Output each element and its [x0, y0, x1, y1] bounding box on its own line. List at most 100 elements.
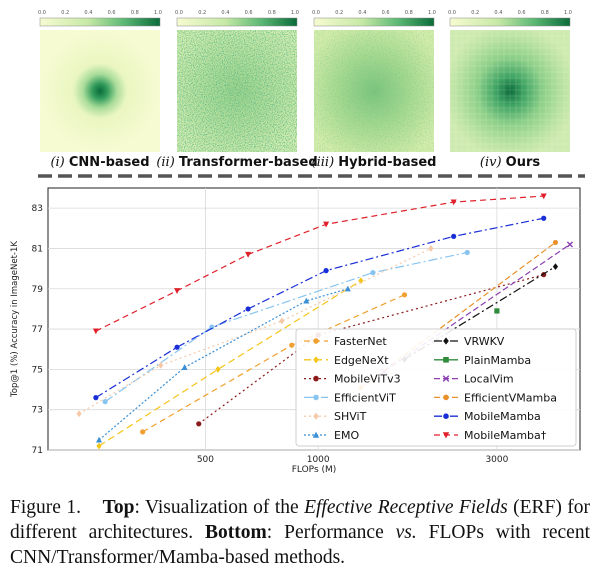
- caption-bottom-text-2: FLOPs with recent CNN/Transformer/Mamba-…: [10, 522, 590, 568]
- caption-top-text-1: : Visualization of the: [134, 497, 305, 518]
- colorbar-tick-label: 0.2: [61, 10, 69, 16]
- data-point: [102, 399, 108, 405]
- data-point: [303, 297, 310, 304]
- legend-item: EdgeNeXt: [304, 354, 389, 367]
- series-line: [78, 247, 432, 415]
- data-point: [540, 193, 547, 200]
- data-point: [313, 356, 319, 364]
- y-tick-label: 71: [32, 446, 43, 456]
- data-point: [174, 288, 181, 294]
- caption-figure-label: Figure 1.: [10, 497, 81, 518]
- data-point: [93, 395, 99, 401]
- data-point: [96, 442, 102, 450]
- data-point: [289, 342, 295, 348]
- series-line: [104, 251, 468, 403]
- legend-item: MobileViTv3: [304, 373, 401, 386]
- colorbar: [449, 17, 571, 27]
- colorbar-tick-label: 1.0: [291, 10, 299, 16]
- data-point: [323, 221, 330, 228]
- data-point: [442, 375, 450, 382]
- erf-panel-label: (ii) Transformer-based: [156, 155, 317, 170]
- series-line: [98, 280, 362, 447]
- data-point: [92, 328, 99, 335]
- series-line: [95, 217, 544, 399]
- data-point: [215, 365, 221, 373]
- colorbar-tick-label: 0.2: [471, 10, 479, 16]
- colorbar-tick-label: 0.0: [38, 10, 46, 16]
- colorbar-tick-label: 0.4: [494, 10, 502, 16]
- data-point: [344, 285, 351, 292]
- erf-grid-texture: [450, 30, 570, 152]
- legend-label: EfficientViT: [334, 391, 396, 404]
- legend-item: MobileMamba†: [434, 429, 547, 442]
- data-point: [443, 413, 449, 420]
- legend-label: MobileMamba: [464, 410, 541, 423]
- x-tick-label: 3000: [485, 455, 508, 465]
- colorbar-tick-label: 0.6: [518, 10, 526, 16]
- legend-item: PlainMamba: [434, 354, 531, 367]
- series-edgenext: [96, 277, 364, 450]
- colorbar-tick-label: 0.4: [84, 10, 92, 16]
- data-point: [443, 337, 449, 345]
- legend-label: SHViT: [334, 410, 367, 423]
- legend-item: FasterNet: [304, 335, 387, 348]
- legend-item: EMO: [304, 429, 359, 442]
- data-point: [96, 436, 103, 443]
- legend-label: MobileMamba†: [464, 429, 547, 442]
- erf-panel-label: (iv) Ours: [480, 155, 540, 170]
- legend-item: MobileMamba: [434, 410, 541, 423]
- erf-panels: 0.0 0.2 0.4 0.6 0.8 1.0 (i) CNN-based 0.0 0.2 0.4…: [38, 10, 572, 170]
- data-point: [279, 317, 285, 325]
- data-point: [451, 233, 457, 239]
- data-point: [313, 338, 319, 344]
- data-point: [541, 215, 547, 221]
- data-point: [566, 241, 574, 248]
- caption-bottom-italic: vs.: [395, 522, 417, 543]
- series-mobilemamba-: [92, 193, 547, 335]
- data-point: [158, 361, 164, 369]
- caption-top-italic: Effective Receptive Fields: [304, 497, 508, 518]
- chart-legend: FasterNet EdgeNeXt MobileViTv3 EfficientViT…: [295, 328, 577, 447]
- data-point: [313, 412, 319, 420]
- legend-item: SHViT: [304, 410, 367, 423]
- data-point: [313, 394, 319, 401]
- x-tick-label: 500: [197, 455, 214, 465]
- series-emo: [96, 285, 351, 443]
- data-point: [428, 245, 434, 252]
- legend-label: FasterNet: [334, 335, 387, 348]
- data-point: [552, 239, 559, 246]
- x-axis-label: FLOPs (M): [292, 465, 337, 475]
- data-point: [140, 429, 146, 435]
- legend-box: [295, 328, 577, 447]
- figure-canvas: 0.0 0.2 0.4 0.6 0.8 1.0 (i) CNN-based 0.0 0.2 0.4…: [10, 10, 585, 475]
- y-axis-label: Top@1 (%) Accuracy in ImageNet-1K: [10, 241, 20, 398]
- colorbar-tick-label: 0.8: [268, 10, 276, 16]
- colorbar-tick-label: 0.4: [358, 10, 366, 16]
- series-line: [98, 288, 349, 441]
- series-line: [95, 195, 544, 332]
- data-point: [464, 249, 470, 256]
- figure-caption: Figure 1. Top: Visualization of the Effe…: [10, 495, 590, 570]
- y-tick-label: 75: [32, 365, 43, 375]
- colorbar-tick-label: 0.4: [221, 10, 229, 16]
- data-point: [443, 394, 449, 401]
- data-point: [313, 375, 319, 382]
- colorbar-tick-label: 0.0: [312, 10, 320, 16]
- erf-noise: [314, 30, 434, 152]
- erf-panel-ours: 0.0 0.2 0.4 0.6 0.8 1.0 (iv) Ours: [448, 10, 572, 170]
- data-point: [76, 410, 82, 418]
- erf-panel-label: (i) CNN-based: [50, 155, 149, 170]
- legend-item: EfficientViT: [304, 391, 396, 404]
- y-tick-label: 79: [32, 285, 44, 295]
- colorbar-tick-label: 0.6: [108, 10, 116, 16]
- colorbar-tick-label: 1.0: [564, 10, 572, 16]
- caption-bottom-label: Bottom: [205, 522, 267, 543]
- y-tick-label: 81: [32, 244, 43, 254]
- data-point: [196, 421, 202, 427]
- colorbar-tick-label: 1.0: [428, 10, 436, 16]
- erf-panel-cnn: 0.0 0.2 0.4 0.6 0.8 1.0 (i) CNN-based: [38, 10, 162, 170]
- flops-accuracy-chart: 500 1000 3000 71 73 75 77 79 81 83 FLOPs (M) Top@…: [10, 187, 581, 475]
- series-line: [404, 266, 556, 360]
- series-fasternet: [140, 292, 408, 435]
- colorbar: [176, 17, 298, 27]
